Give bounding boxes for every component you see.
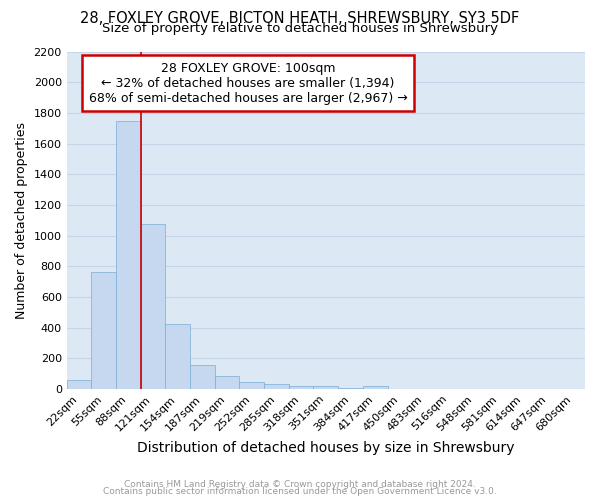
Bar: [141, 224, 166, 389]
Text: 28 FOXLEY GROVE: 100sqm
← 32% of detached houses are smaller (1,394)
68% of semi: 28 FOXLEY GROVE: 100sqm ← 32% of detache…: [89, 62, 407, 104]
Bar: [91, 272, 116, 389]
Text: Size of property relative to detached houses in Shrewsbury: Size of property relative to detached ho…: [102, 22, 498, 35]
X-axis label: Distribution of detached houses by size in Shrewsbury: Distribution of detached houses by size …: [137, 441, 515, 455]
Text: 28, FOXLEY GROVE, BICTON HEATH, SHREWSBURY, SY3 5DF: 28, FOXLEY GROVE, BICTON HEATH, SHREWSBU…: [80, 11, 520, 26]
Bar: [363, 386, 388, 389]
Bar: [239, 382, 264, 389]
Text: Contains public sector information licensed under the Open Government Licence v3: Contains public sector information licen…: [103, 487, 497, 496]
Bar: [166, 324, 190, 389]
Bar: [264, 384, 289, 389]
Bar: [215, 376, 239, 389]
Bar: [67, 380, 91, 389]
Bar: [190, 365, 215, 389]
Y-axis label: Number of detached properties: Number of detached properties: [15, 122, 28, 318]
Text: Contains HM Land Registry data © Crown copyright and database right 2024.: Contains HM Land Registry data © Crown c…: [124, 480, 476, 489]
Bar: [338, 388, 363, 389]
Bar: [313, 386, 338, 389]
Bar: [289, 386, 313, 389]
Bar: [116, 120, 141, 389]
